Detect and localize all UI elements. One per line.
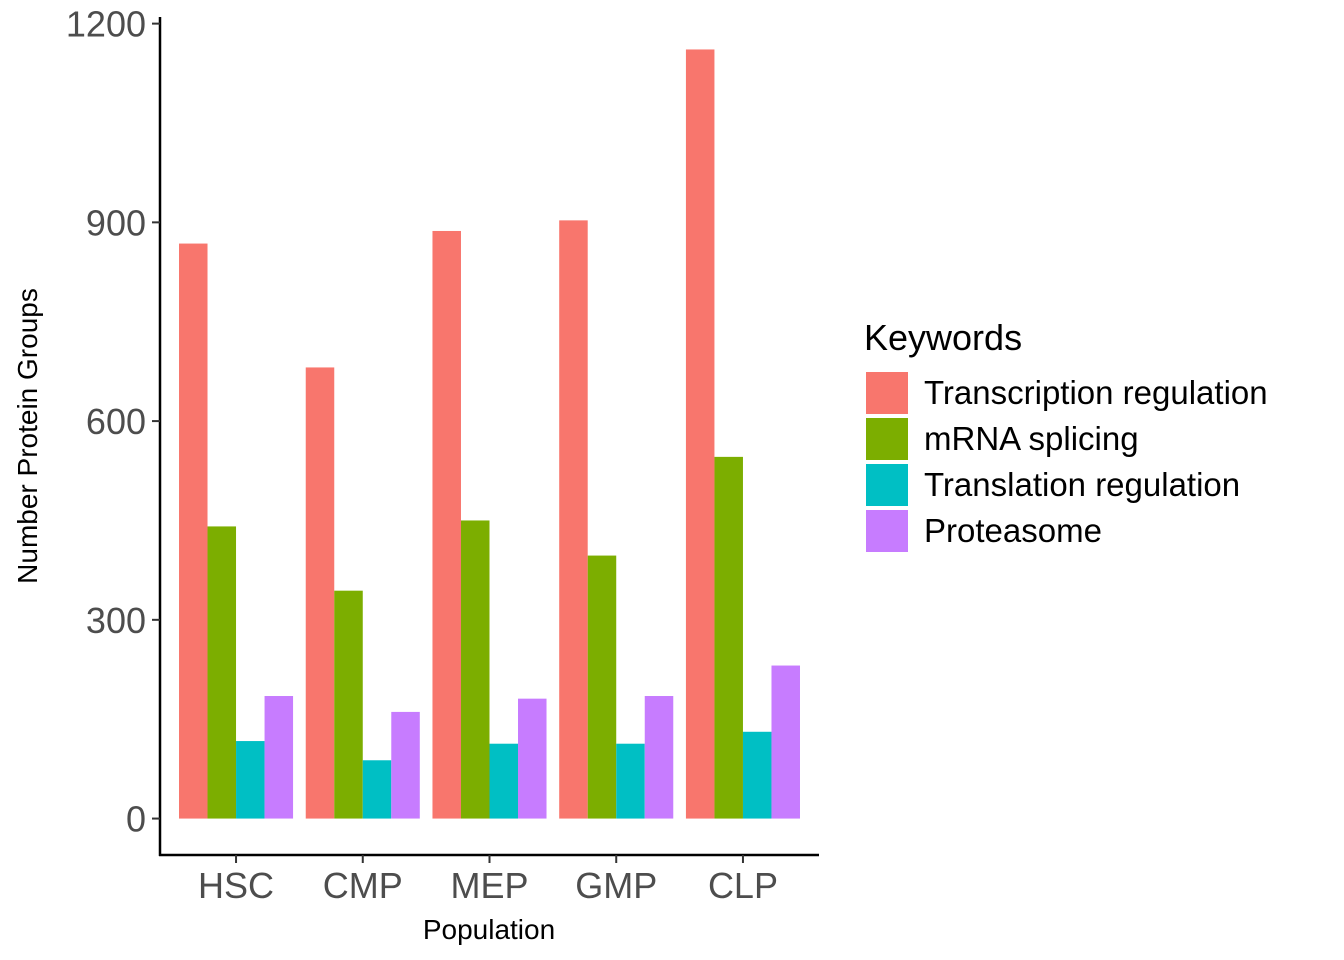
bar-gmp-proteasome — [644, 696, 674, 819]
legend-title: Keywords — [864, 317, 1022, 358]
legend: Keywords Transcription regulation mRNA sp… — [864, 317, 1268, 552]
legend-label-transcription-regulation: Transcription regulation — [924, 374, 1268, 411]
bar-hsc-transcription-regulation — [179, 243, 208, 819]
bar-clp-proteasome — [771, 665, 800, 819]
legend-key-translation-regulation — [866, 464, 908, 506]
bars — [179, 49, 800, 819]
y-axis-title: Number Protein Groups — [12, 288, 43, 584]
y-tick-label-900: 900 — [86, 202, 146, 243]
legend-key-mrna-splicing — [866, 418, 908, 460]
x-tick-label-cmp: CMP — [323, 865, 403, 906]
legend-label-mrna-splicing: mRNA splicing — [924, 420, 1139, 457]
bar-gmp-transcription-regulation — [559, 220, 588, 819]
bar-gmp-mrna-splicing — [587, 555, 617, 819]
y-tick-label-600: 600 — [86, 401, 146, 442]
y-tick-label-0: 0 — [126, 799, 146, 840]
bar-hsc-translation-regulation — [236, 741, 265, 819]
bar-clp-translation-regulation — [742, 731, 772, 819]
x-tick-label-gmp: GMP — [575, 865, 657, 906]
bar-mep-transcription-regulation — [432, 230, 461, 819]
bar-clp-mrna-splicing — [714, 456, 743, 819]
y-ticks: 0 300 600 900 1200 — [66, 4, 160, 840]
bar-gmp-translation-regulation — [616, 743, 645, 819]
bar-mep-translation-regulation — [489, 743, 519, 819]
bar-clp-transcription-regulation — [685, 49, 715, 819]
legend-label-proteasome: Proteasome — [924, 512, 1102, 549]
bar-hsc-proteasome — [264, 696, 294, 819]
x-tick-label-mep: MEP — [450, 865, 528, 906]
y-tick-label-300: 300 — [86, 600, 146, 641]
x-tick-label-clp: CLP — [708, 865, 778, 906]
x-ticks: HSC CMP MEP GMP CLP — [198, 855, 778, 906]
legend-label-translation-regulation: Translation regulation — [924, 466, 1240, 503]
bar-mep-mrna-splicing — [460, 520, 490, 819]
bar-cmp-proteasome — [391, 711, 420, 819]
bar-mep-proteasome — [518, 698, 547, 819]
legend-key-transcription-regulation — [866, 372, 908, 414]
y-tick-label-1200: 1200 — [66, 4, 146, 45]
legend-items: Transcription regulation mRNA splicing Tra… — [866, 372, 1268, 552]
bar-cmp-translation-regulation — [362, 760, 392, 819]
bar-hsc-mrna-splicing — [207, 526, 237, 819]
bar-cmp-mrna-splicing — [334, 590, 363, 819]
legend-key-proteasome — [866, 510, 908, 552]
bar-cmp-transcription-regulation — [305, 367, 335, 819]
x-axis-title: Population — [423, 914, 555, 945]
x-tick-label-hsc: HSC — [198, 865, 274, 906]
